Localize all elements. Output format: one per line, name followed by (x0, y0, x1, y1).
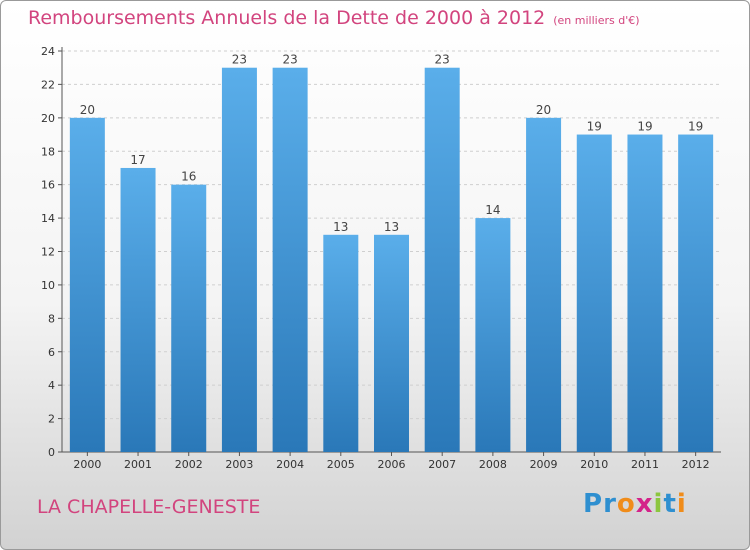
bars (69, 67, 714, 453)
y-tick-label: 18 (41, 145, 55, 158)
data-label: 19 (587, 120, 602, 134)
logo-letter: P (583, 489, 604, 519)
x-tick-label: 2001 (124, 458, 152, 471)
x-tick-label: 2008 (479, 458, 507, 471)
y-tick-label: 16 (41, 179, 55, 192)
x-tick-label: 2002 (175, 458, 203, 471)
y-tick-label: 14 (41, 212, 55, 225)
data-label: 17 (130, 153, 145, 167)
y-tick-label: 2 (48, 413, 55, 426)
logo-letter: i (676, 489, 687, 519)
x-tick-label: 2012 (682, 458, 710, 471)
data-label: 20 (536, 103, 551, 117)
title-main: Remboursements Annuels de la Dette de 20… (28, 7, 546, 29)
logo-letter: i (653, 489, 664, 519)
x-tick-label: 2000 (73, 458, 101, 471)
y-tick-label: 24 (41, 45, 55, 58)
x-tick-label: 2005 (327, 458, 355, 471)
data-label: 13 (333, 220, 348, 234)
y-tick-label: 0 (48, 446, 55, 459)
bar-2003 (221, 67, 257, 452)
bar-2012 (678, 134, 714, 452)
bar-2004 (272, 67, 308, 452)
labels: 0246810121416182022242020001720011620022… (41, 45, 710, 471)
y-tick-label: 22 (41, 78, 55, 91)
y-tick-label: 12 (41, 246, 55, 259)
data-label: 13 (384, 220, 399, 234)
title-unit: (en milliers d'€) (553, 14, 640, 27)
y-tick-label: 8 (48, 312, 55, 325)
x-tick-label: 2009 (530, 458, 558, 471)
x-tick-label: 2010 (580, 458, 608, 471)
data-label: 23 (282, 53, 297, 67)
logo-letter: r (603, 489, 617, 519)
bar-2002 (171, 184, 207, 452)
data-label: 19 (688, 120, 703, 134)
bar-2010 (576, 134, 612, 452)
x-tick-label: 2004 (276, 458, 304, 471)
y-tick-label: 4 (48, 379, 55, 392)
bar-2007 (424, 67, 460, 452)
bar-2006 (374, 234, 409, 452)
bar-2001 (120, 167, 156, 453)
x-tick-label: 2007 (428, 458, 456, 471)
data-label: 19 (637, 120, 652, 134)
proxiti-logo: Proxiti (583, 489, 687, 519)
logo-letter: x (635, 489, 654, 519)
bar-2005 (323, 234, 359, 452)
bar-2009 (526, 117, 562, 452)
x-tick-label: 2006 (378, 458, 406, 471)
x-tick-label: 2011 (631, 458, 659, 471)
data-label: 20 (80, 103, 95, 117)
place-name: LA CHAPELLE-GENESTE (37, 496, 261, 518)
chart-title: Remboursements Annuels de la Dette de 20… (28, 7, 640, 29)
y-tick-label: 20 (41, 112, 55, 125)
y-tick-label: 6 (48, 346, 55, 359)
data-label: 14 (485, 203, 500, 217)
data-label: 16 (181, 170, 196, 184)
data-label: 23 (232, 53, 247, 67)
bar-2008 (475, 218, 511, 452)
logo-letter: o (616, 489, 636, 519)
y-tick-label: 10 (41, 279, 55, 292)
data-label: 23 (435, 53, 450, 67)
bar-2011 (627, 134, 663, 452)
x-tick-label: 2003 (225, 458, 253, 471)
bar-2000 (69, 117, 105, 452)
logo-letter: t (663, 489, 677, 519)
